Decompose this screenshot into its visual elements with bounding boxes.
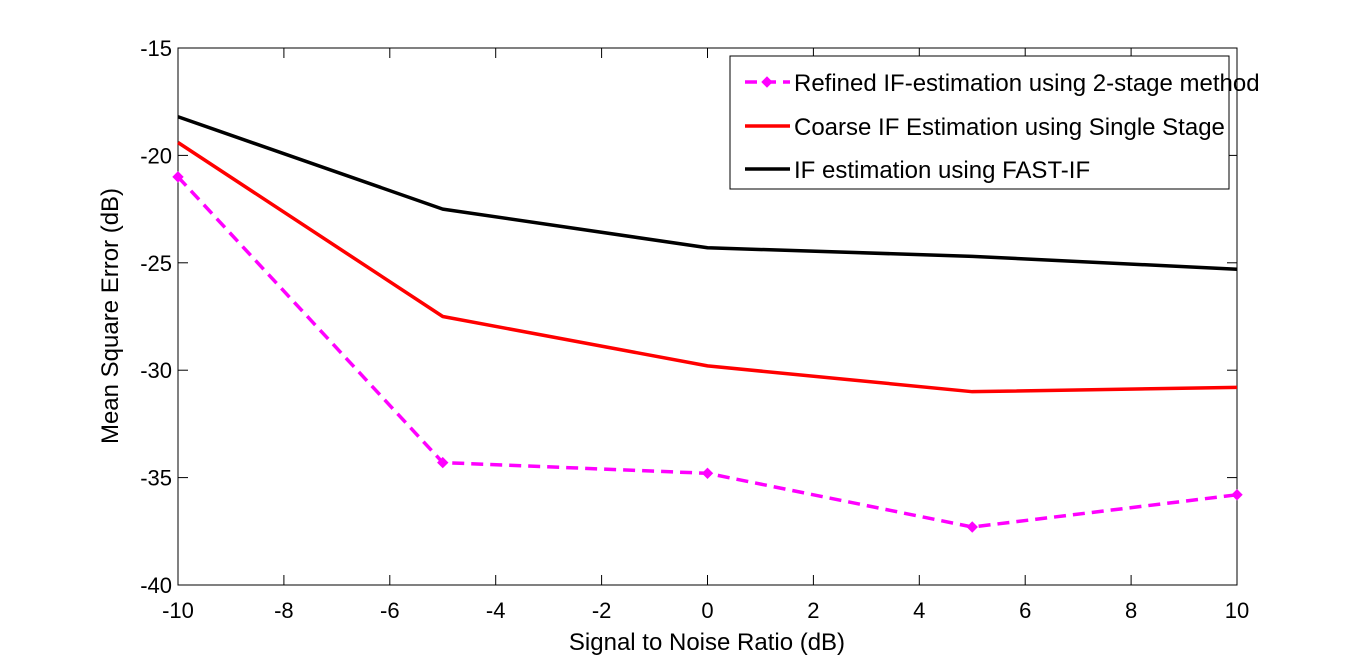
y-tick-label: -25 bbox=[140, 251, 172, 276]
series-line-1 bbox=[177, 141, 1238, 394]
ticks bbox=[177, 47, 1238, 586]
legend-label-fastif: IF estimation using FAST-IF bbox=[794, 157, 1090, 184]
x-tick-label: -8 bbox=[274, 598, 294, 623]
legend: Refined IF-estimation using 2-stage meth… bbox=[729, 55, 1260, 190]
x-tick-label: 4 bbox=[913, 598, 925, 623]
series-markers bbox=[172, 171, 1243, 533]
x-tick-label: 6 bbox=[1019, 598, 1031, 623]
x-tick-label: 8 bbox=[1125, 598, 1137, 623]
data-point-marker bbox=[1231, 489, 1243, 501]
series-line-2 bbox=[177, 115, 1238, 271]
y-tick-label: -20 bbox=[140, 143, 172, 168]
legend-box bbox=[729, 55, 1230, 190]
y-axis-label: Mean Square Error (dB) bbox=[97, 188, 124, 444]
data-point-marker bbox=[966, 521, 978, 533]
y-tick-label: -40 bbox=[140, 573, 172, 598]
x-tick-label: 2 bbox=[807, 598, 819, 623]
legend-label-coarse: Coarse IF Estimation using Single Stage bbox=[794, 114, 1225, 141]
x-tick-label: -2 bbox=[592, 598, 612, 623]
data-point-marker bbox=[172, 171, 184, 183]
x-tick-label: 0 bbox=[701, 598, 713, 623]
legend-label-refined: Refined IF-estimation using 2-stage meth… bbox=[794, 70, 1260, 97]
data-point-marker bbox=[437, 456, 449, 469]
x-axis-label: Signal to Noise Ratio (dB) bbox=[569, 629, 845, 656]
y-tick-label: -15 bbox=[140, 36, 172, 61]
x-tick-label: 10 bbox=[1225, 598, 1249, 623]
legend-marker-refined bbox=[761, 76, 773, 88]
x-tick-label: -10 bbox=[162, 598, 194, 623]
data-point-marker bbox=[701, 467, 714, 480]
y-tick-label: -30 bbox=[140, 358, 172, 383]
tick-labels: -10 -8 -6 -4 -2 0 2 4 6 8 10-15-20-25-30-35-40 bbox=[140, 36, 1249, 623]
x-tick-label: -4 bbox=[486, 598, 506, 623]
y-tick-label: -35 bbox=[140, 466, 172, 491]
x-tick-label: -6 bbox=[380, 598, 400, 623]
